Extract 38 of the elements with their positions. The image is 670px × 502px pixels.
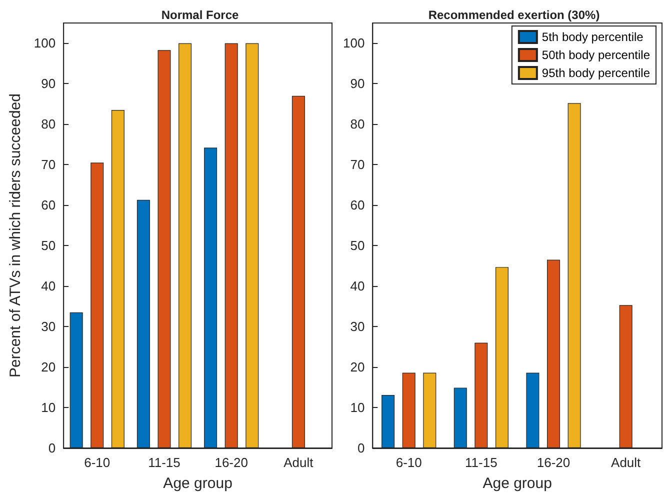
y-tick-label: 100: [34, 36, 56, 51]
y-axis-title: Percent of ATVs in which riders succeeded: [7, 93, 24, 378]
x-axis-title: Age group: [163, 475, 232, 492]
y-tick-label: 10: [350, 400, 365, 416]
x-tick-label: 16-20: [536, 455, 570, 470]
y-tick-label: 50: [350, 238, 365, 254]
legend-label: 50th body percentile: [542, 48, 650, 62]
y-tick-label: 50: [41, 238, 56, 254]
legend-label: 5th body percentile: [542, 30, 644, 44]
x-tick-label: 6-10: [396, 455, 422, 470]
y-tick-label: 80: [41, 116, 56, 132]
y-tick-label: 40: [350, 278, 365, 294]
y-tick-label: 100: [342, 36, 365, 51]
y-tick-label: 60: [41, 198, 56, 213]
y-tick-label: 60: [350, 198, 365, 213]
legend-label: 95th body percentile: [542, 66, 650, 80]
x-tick-label: Adult: [284, 455, 314, 470]
y-tick-label: 10: [41, 400, 56, 416]
x-axis-title: Age group: [482, 475, 552, 492]
x-tick-label: 6-10: [84, 455, 110, 470]
y-tick-label: 30: [350, 319, 365, 334]
y-tick-label: 30: [41, 319, 56, 334]
y-tick-label: 20: [41, 360, 56, 375]
x-tick-label: Adult: [611, 455, 642, 470]
x-tick-label: 11-15: [465, 455, 498, 470]
y-tick-label: 40: [41, 278, 56, 294]
y-tick-label: 70: [41, 157, 56, 172]
y-tick-label: 0: [357, 440, 365, 456]
x-tick-label: 16-20: [214, 455, 248, 470]
y-tick-label: 90: [350, 76, 365, 92]
y-tick-label: 90: [41, 76, 56, 92]
y-tick-label: 70: [350, 157, 365, 172]
y-tick-label: 20: [350, 360, 365, 375]
chart-title: Normal Force: [161, 8, 239, 22]
y-tick-label: 80: [350, 116, 365, 132]
chart-title: Recommended exertion (30%): [428, 8, 600, 22]
y-tick-label: 0: [48, 440, 56, 456]
x-tick-label: 11-15: [148, 455, 180, 470]
